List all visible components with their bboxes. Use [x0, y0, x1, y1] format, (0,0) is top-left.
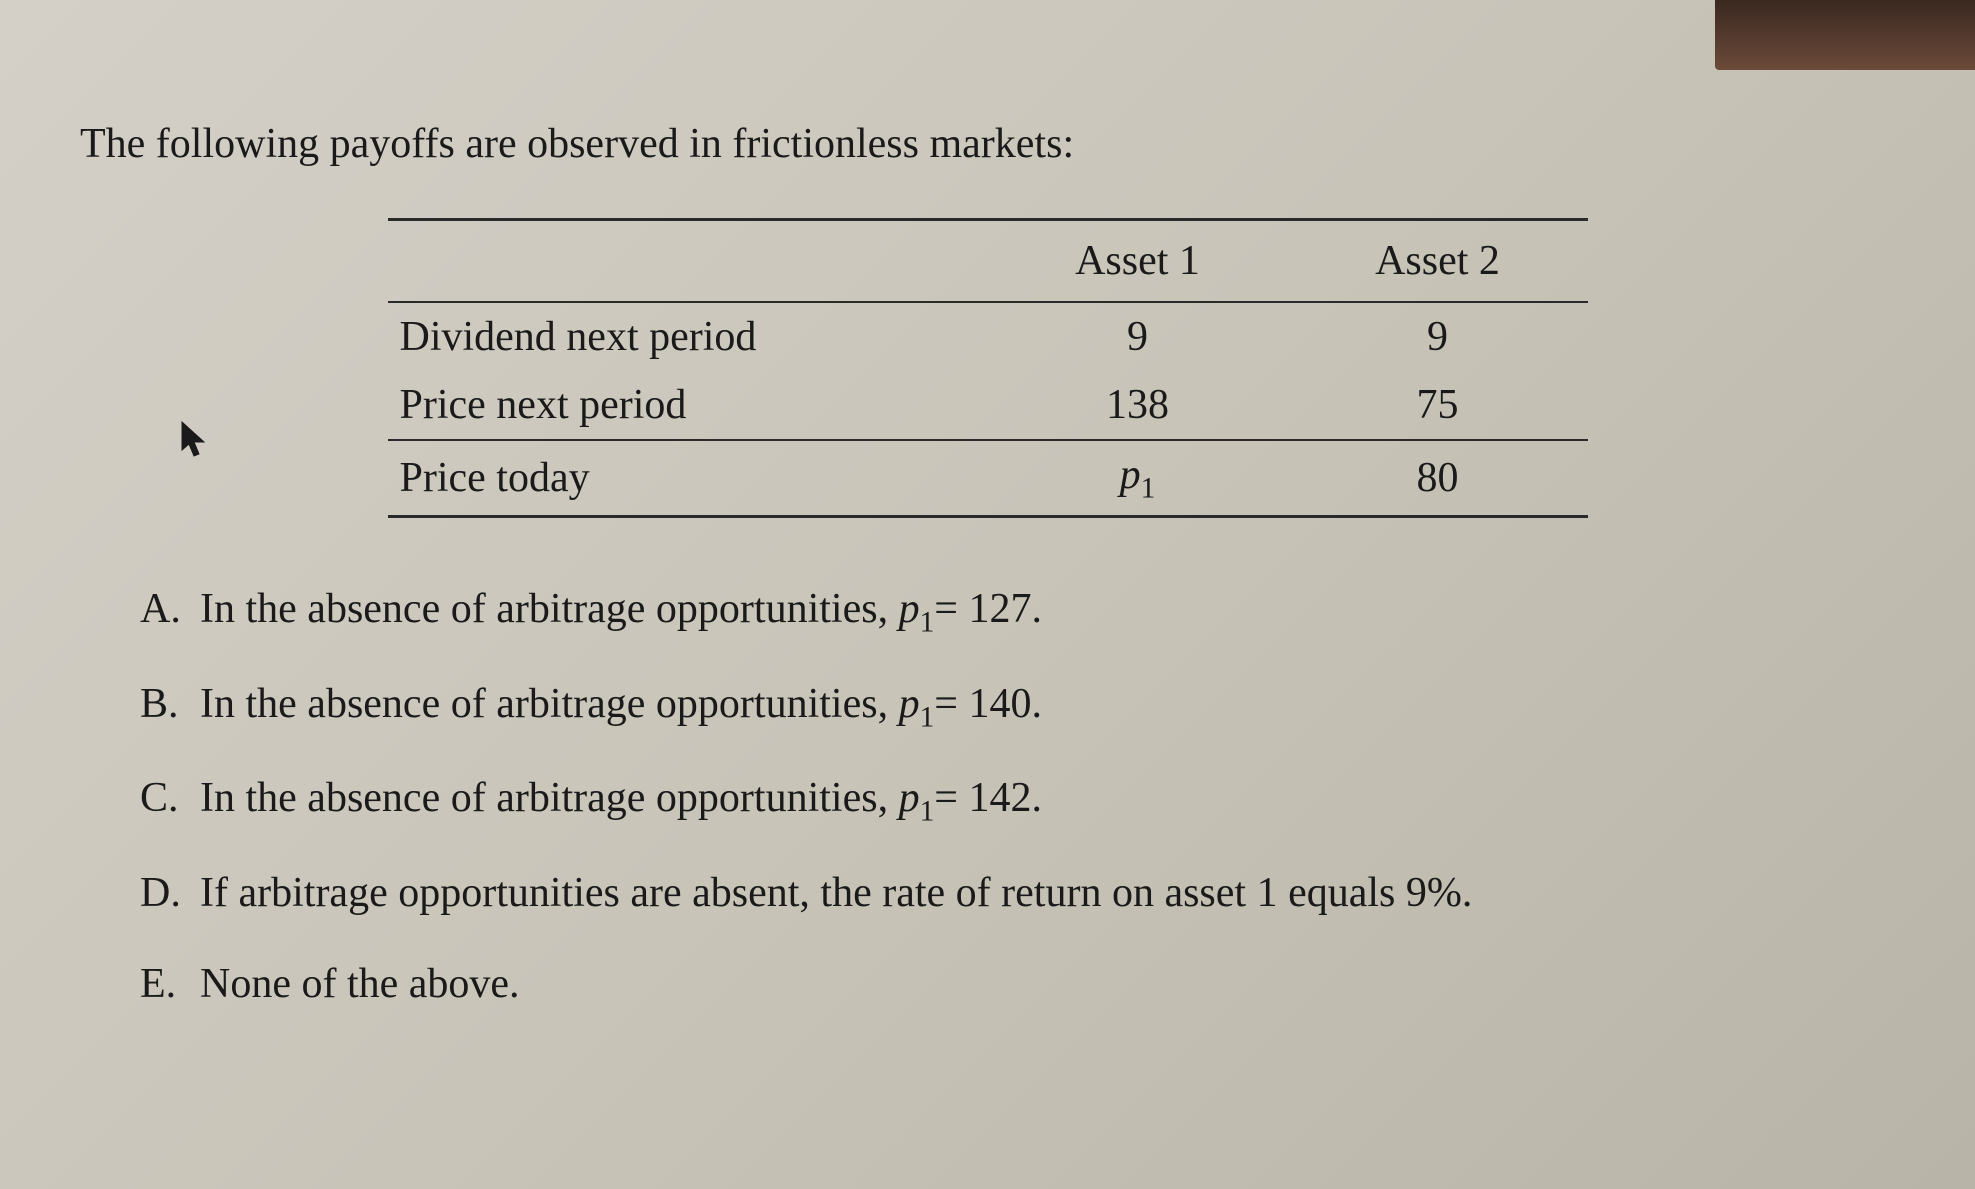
table-cell-asset1: 9: [988, 302, 1288, 371]
table-header-row: Asset 1 Asset 2: [388, 220, 1588, 303]
option-letter: C.: [140, 767, 200, 830]
option-letter: E.: [140, 953, 200, 1016]
table-cell-label: Dividend next period: [388, 302, 988, 371]
option-letter: A.: [140, 578, 200, 641]
table-header-asset1: Asset 1: [988, 220, 1288, 303]
option-text: In the absence of arbitrage opportunitie…: [200, 578, 1895, 645]
top-right-decorative-strip: [1715, 0, 1975, 70]
table-cell-label: Price today: [388, 440, 988, 517]
option-text: If arbitrage opportunities are absent, t…: [200, 862, 1895, 925]
table-row: Dividend next period99: [388, 302, 1588, 371]
table-cell-asset2: 75: [1288, 371, 1588, 440]
table-header-asset2: Asset 2: [1288, 220, 1588, 303]
table-cell-asset1: 138: [988, 371, 1288, 440]
answer-option[interactable]: C.In the absence of arbitrage opportunit…: [140, 767, 1895, 834]
answer-option[interactable]: B.In the absence of arbitrage opportunit…: [140, 673, 1895, 740]
option-letter: B.: [140, 673, 200, 736]
answer-option[interactable]: E.None of the above.: [140, 953, 1895, 1016]
table-cell-asset2: 80: [1288, 440, 1588, 517]
table-row: Price todayp180: [388, 440, 1588, 517]
answer-options: A.In the absence of arbitrage opportunit…: [80, 578, 1895, 1016]
option-text: In the absence of arbitrage opportunitie…: [200, 767, 1895, 834]
table-row: Price next period13875: [388, 371, 1588, 440]
answer-option[interactable]: A.In the absence of arbitrage opportunit…: [140, 578, 1895, 645]
table-cell-asset1: p1: [988, 440, 1288, 517]
answer-option[interactable]: D.If arbitrage opportunities are absent,…: [140, 862, 1895, 925]
table-cell-asset2: 9: [1288, 302, 1588, 371]
option-text: In the absence of arbitrage opportunitie…: [200, 673, 1895, 740]
table-header-blank: [388, 220, 988, 303]
table-cell-label: Price next period: [388, 371, 988, 440]
payoff-table: Asset 1 Asset 2 Dividend next period99Pr…: [388, 218, 1588, 518]
option-letter: D.: [140, 862, 200, 925]
option-text: None of the above.: [200, 953, 1895, 1016]
question-prompt: The following payoffs are observed in fr…: [80, 120, 1895, 168]
cursor-icon: [180, 420, 208, 465]
